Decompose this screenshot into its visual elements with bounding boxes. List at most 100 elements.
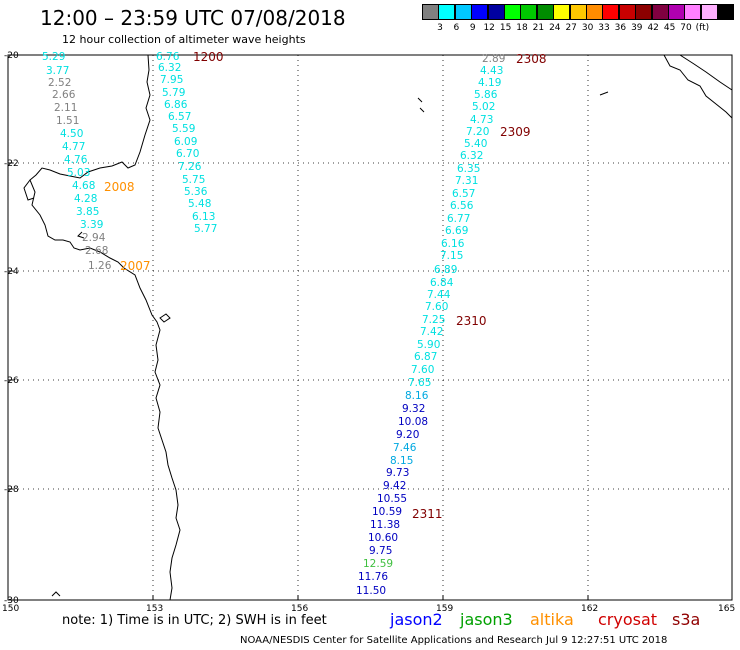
swh-value-label: 2.94 xyxy=(82,232,106,244)
swh-value-label: 9.75 xyxy=(369,545,393,557)
swh-value-label: 6.87 xyxy=(414,351,438,363)
satellite-legend-cryosat: cryosat xyxy=(598,610,658,629)
colorbar-tick-label: 30 xyxy=(581,23,594,33)
satellite-legend-jason2: jason2 xyxy=(390,610,443,629)
swh-value-label: 7.26 xyxy=(178,161,202,173)
swh-value-label: 6.86 xyxy=(164,99,188,111)
swh-value-label: 7.44 xyxy=(427,289,451,301)
swh-value-label: 5.90 xyxy=(417,339,441,351)
swh-value-label: 3.85 xyxy=(76,206,100,218)
swh-value-label: 2.68 xyxy=(85,245,109,257)
swh-value-label: 8.16 xyxy=(405,390,429,402)
swh-value-label: 5.79 xyxy=(162,87,186,99)
small-island xyxy=(51,591,61,597)
swh-value-label: 4.50 xyxy=(60,128,84,140)
colorbar-tick-label: 21 xyxy=(532,23,545,33)
swh-value-label: 7.95 xyxy=(160,74,184,86)
swh-value-label: 6.89 xyxy=(434,264,458,276)
colorbar-tick-label: 42 xyxy=(647,23,659,33)
island-coastline xyxy=(159,313,171,323)
swh-value-label: 5.03 xyxy=(67,167,91,179)
swh-value-label: 6.32 xyxy=(460,150,484,162)
latitude-label: -26 xyxy=(4,376,19,386)
colorbar-tick-label: 27 xyxy=(565,23,577,33)
swh-value-label: 4.73 xyxy=(470,114,494,126)
map-frame xyxy=(7,54,733,601)
latitude-label: -28 xyxy=(4,485,19,495)
colorbar-swatch xyxy=(717,4,735,20)
swh-value-label: 7.46 xyxy=(393,442,417,454)
colorbar-tick-label: 6 xyxy=(453,23,460,33)
pass-time-label: 2309 xyxy=(500,125,531,139)
latitude-label: -30 xyxy=(4,596,19,606)
latitude-label: -20 xyxy=(4,51,19,61)
swh-value-label: 7.25 xyxy=(422,314,446,326)
swh-value-label: 2.11 xyxy=(54,102,78,114)
swh-value-label: 9.42 xyxy=(383,480,407,492)
swh-value-label: 7.60 xyxy=(411,364,435,376)
swh-value-label: 4.28 xyxy=(74,193,98,205)
satellite-legend-s3a: s3a xyxy=(672,610,701,629)
pass-time-label: 2008 xyxy=(104,180,135,194)
longitude-label: 159 xyxy=(436,604,454,614)
page-title: 12:00 – 23:59 UTC 07/08/2018 xyxy=(40,6,346,30)
swh-value-label: 4.76 xyxy=(64,154,88,166)
pass-time-label: 2308 xyxy=(516,52,547,66)
colorbar-tick-label: 24 xyxy=(549,23,561,33)
new-caledonia-coastline xyxy=(679,54,733,91)
swh-value-label: 7.42 xyxy=(420,326,444,338)
swh-value-label: 7.15 xyxy=(440,250,464,262)
reef-mark xyxy=(599,91,609,96)
swh-value-label: 6.76 xyxy=(156,51,180,63)
swh-value-label: 11.76 xyxy=(358,571,389,583)
colorbar-tick-label: 33 xyxy=(598,23,610,33)
swh-value-label: 3.77 xyxy=(46,65,70,77)
colorbar-tick-label: 15 xyxy=(499,23,512,33)
satellite-legend-altika: altika xyxy=(530,610,574,629)
swh-value-label: 7.65 xyxy=(408,377,432,389)
swh-value-label: 1.26 xyxy=(88,260,112,272)
colorbar-tick-label: 36 xyxy=(614,23,627,33)
swh-value-label: 4.43 xyxy=(480,65,504,77)
swh-value-label: 6.57 xyxy=(168,111,192,123)
swh-value-label: 11.38 xyxy=(370,519,401,531)
swh-value-label: 5.02 xyxy=(472,101,496,113)
australia-coastline xyxy=(29,54,181,601)
swh-value-label: 6.77 xyxy=(447,213,471,225)
satellite-legend-jason3: jason3 xyxy=(460,610,513,629)
swh-value-label: 12.59 xyxy=(363,558,394,570)
swh-value-label: 10.60 xyxy=(368,532,399,544)
swh-value-label: 2.66 xyxy=(52,89,76,101)
swh-value-label: 4.68 xyxy=(72,180,96,192)
swh-value-label: 9.73 xyxy=(386,467,410,479)
longitude-label: 162 xyxy=(581,604,599,614)
longitude-label: 153 xyxy=(146,604,164,614)
page-subtitle: 12 hour collection of altimeter wave hei… xyxy=(62,33,306,46)
colorbar-tick-label: (ft) xyxy=(695,23,710,33)
reef-mark xyxy=(419,107,425,113)
swh-value-label: 10.55 xyxy=(377,493,408,505)
pass-time-label: 2007 xyxy=(120,259,151,273)
swh-value-label: 6.57 xyxy=(452,188,476,200)
reef-mark xyxy=(417,97,423,103)
swh-value-label: 1.51 xyxy=(56,115,80,127)
cape-coastline xyxy=(23,179,35,201)
swh-value-label: 5.77 xyxy=(194,223,218,235)
swh-value-label: 10.08 xyxy=(398,416,429,428)
swh-value-label: 5.29 xyxy=(42,51,66,63)
latitude-label: -24 xyxy=(4,267,19,277)
swh-value-label: 9.20 xyxy=(396,429,420,441)
swh-value-label: 2.52 xyxy=(48,77,72,89)
swh-value-label: 3.39 xyxy=(80,219,104,231)
swh-value-label: 5.36 xyxy=(184,186,208,198)
swh-value-label: 5.48 xyxy=(188,198,212,210)
swh-value-label: 6.16 xyxy=(441,238,465,250)
latitude-label: -22 xyxy=(4,159,19,169)
swh-value-label: 8.15 xyxy=(390,455,414,467)
colorbar-tick-label: 12 xyxy=(483,23,495,33)
colorbar-tick-label: 70 xyxy=(680,23,692,33)
bay-coastline xyxy=(77,231,85,239)
swh-value-label: 5.86 xyxy=(474,89,498,101)
